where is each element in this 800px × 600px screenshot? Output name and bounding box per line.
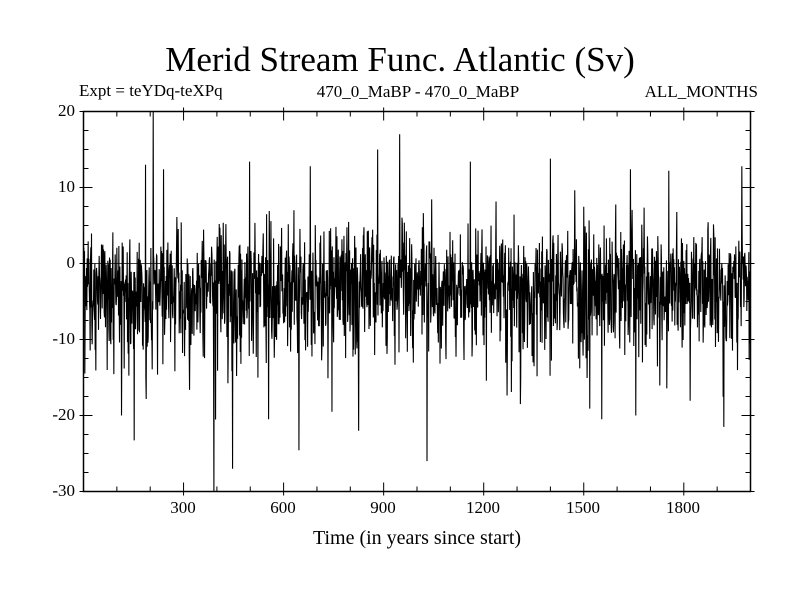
x-tick-label: 1800 <box>666 498 700 517</box>
x-tick-label: 300 <box>170 498 196 517</box>
y-tick-label: -30 <box>52 481 75 500</box>
x-tick-label: 600 <box>270 498 296 517</box>
x-tick-label: 1500 <box>566 498 600 517</box>
x-tick-label: 1200 <box>466 498 500 517</box>
y-tick-label: -10 <box>52 329 75 348</box>
x-axis-title: Time (in years since start) <box>312 527 522 549</box>
y-tick-label: 0 <box>66 253 76 272</box>
months-label: ALL_MONTHS <box>644 82 758 101</box>
y-tick-label: 20 <box>58 101 75 120</box>
x-tick-label: 900 <box>370 498 396 517</box>
experiment-label: Expt = teYDq-teXPq <box>79 81 223 100</box>
y-tick-label: 10 <box>58 177 75 196</box>
y-tick-label: -20 <box>52 405 75 424</box>
chart-title: Merid Stream Func. Atlantic (Sv) <box>165 40 635 79</box>
comparison-label: 470_0_MaBP - 470_0_MaBP <box>316 82 520 101</box>
